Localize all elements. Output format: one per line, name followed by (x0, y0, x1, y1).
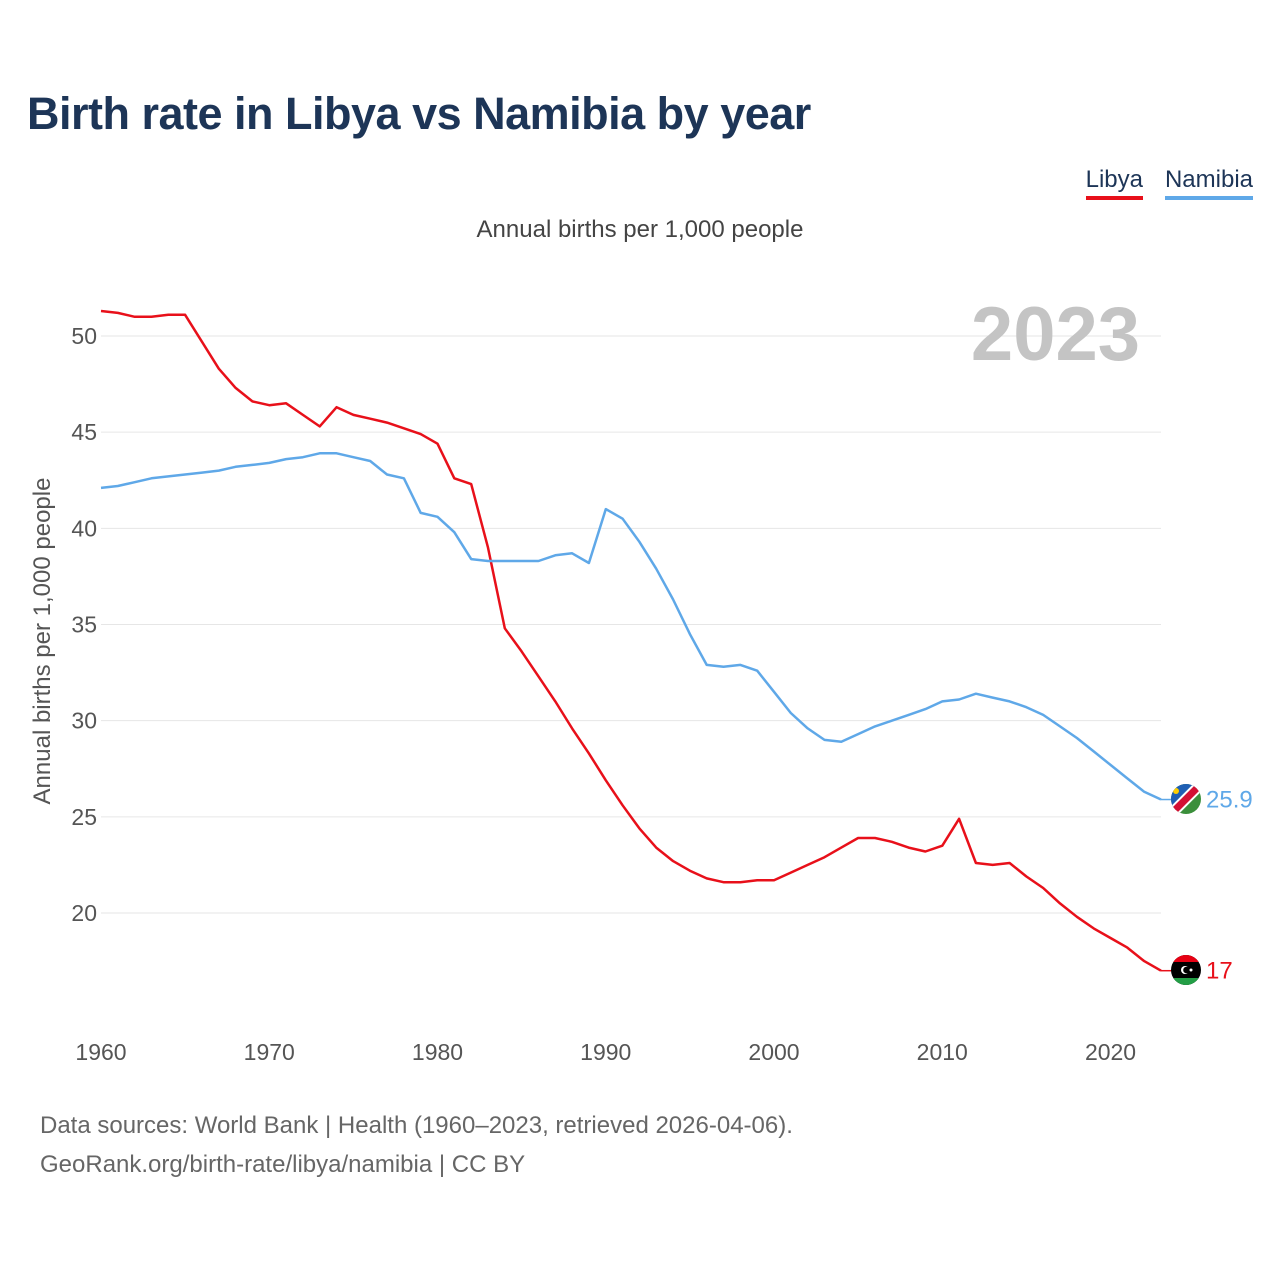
x-tick-label: 2010 (917, 1039, 968, 1065)
y-axis-label: Annual births per 1,000 people (29, 478, 56, 805)
year-watermark: 2023 (971, 292, 1140, 377)
y-tick-label: 50 (71, 323, 97, 349)
legend-item-namibia[interactable]: Namibia (1164, 166, 1253, 200)
end-label-libya: 17 (1206, 958, 1233, 985)
chart-subtitle: Annual births per 1,000 people (476, 216, 804, 243)
chart-title: Birth rate in Libya vs Namibia by year (27, 88, 811, 139)
x-tick-label: 1980 (412, 1039, 463, 1065)
series-line-libya[interactable] (100, 309, 1162, 972)
y-tick-label: 45 (71, 419, 97, 445)
namibia-flag-icon (1171, 784, 1201, 814)
y-tick-label: 25 (71, 804, 97, 830)
chart-footer: Data sources: World Bank | Health (1960–… (40, 1106, 793, 1184)
chart-legend: Libya Namibia (1085, 166, 1253, 200)
source-link[interactable]: GeoRank.org/birth-rate/libya/namibia | C… (40, 1151, 526, 1178)
x-tick-label: 1970 (244, 1039, 295, 1065)
x-tick-label: 2020 (1085, 1039, 1136, 1065)
y-tick-label: 35 (71, 612, 97, 638)
end-label-namibia: 25.9 (1206, 787, 1253, 814)
libya-flag-icon (1171, 955, 1201, 985)
data-source-note: Data sources: World Bank | Health (1960–… (40, 1112, 793, 1139)
x-tick-label: 1990 (580, 1039, 631, 1065)
gridlines (101, 335, 1161, 914)
series-line-namibia[interactable] (100, 452, 1162, 801)
x-tick-label: 2000 (748, 1039, 799, 1065)
x-tick-label: 1960 (75, 1039, 126, 1065)
legend-item-libya[interactable]: Libya (1085, 166, 1143, 200)
x-axis-ticks: 1960 1970 1980 1990 2000 2010 2020 (75, 1039, 1136, 1065)
y-tick-label: 30 (71, 708, 97, 734)
y-axis-ticks: 20 25 30 35 40 45 50 (71, 323, 97, 926)
y-tick-label: 20 (71, 900, 97, 926)
y-tick-label: 40 (71, 515, 97, 541)
